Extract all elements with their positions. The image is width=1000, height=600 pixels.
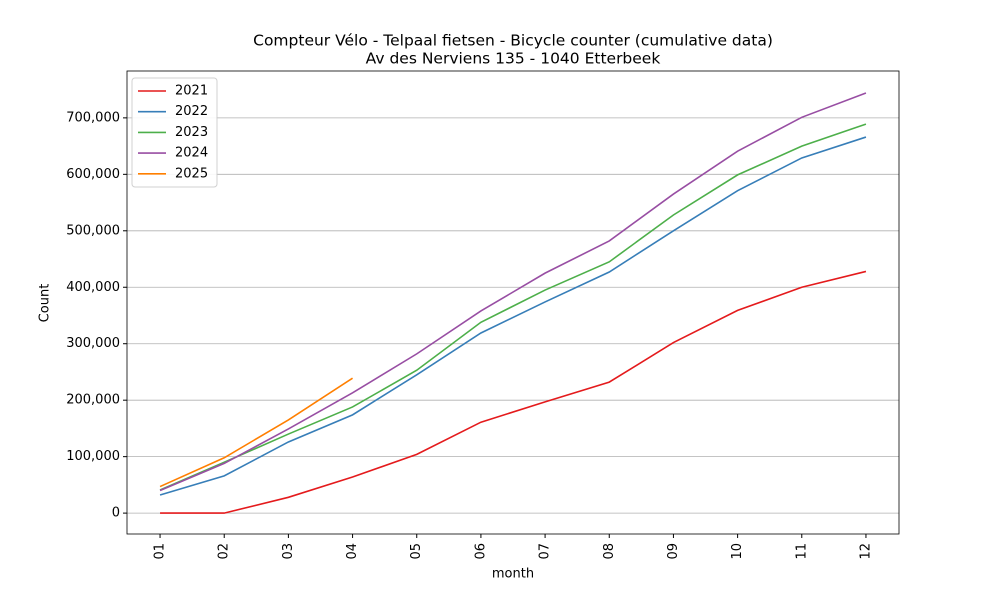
x-tick-label: 08 [602,543,617,560]
chart-title: Compteur Vélo - Telpaal fietsen - Bicycl… [253,32,773,50]
x-tick-label: 01 [153,543,168,560]
chart-subtitle: Av des Nerviens 135 - 1040 Etterbeek [366,50,661,68]
series-line [159,136,867,496]
y-tick-label: 200,000 [66,393,120,408]
x-tick-label: 03 [281,543,296,560]
legend-label: 2022 [175,104,208,119]
x-tick-label: 10 [730,543,745,560]
series-line [159,123,867,491]
y-tick-label: 100,000 [66,449,120,464]
x-tick-label: 02 [217,543,232,560]
y-tick-label: 600,000 [66,167,120,182]
x-tick-label: 09 [666,543,681,560]
x-tick-label: 04 [345,543,360,560]
y-tick-label: 500,000 [66,223,120,238]
y-tick-label: 0 [112,506,120,521]
y-tick-label: 300,000 [66,336,120,351]
x-tick-label: 07 [538,543,553,560]
series-line [159,377,354,488]
legend-box [131,77,218,188]
y-axis-label: Count [38,284,53,323]
legend-label: 2023 [175,125,208,140]
series-line [160,270,867,514]
x-axis-label: month [492,567,534,582]
y-tick-label: 400,000 [66,280,120,295]
x-tick-label: 05 [409,543,424,560]
x-tick-label: 11 [794,543,809,560]
x-tick-label: 12 [858,543,873,560]
legend-label: 2024 [175,146,208,161]
series-line [159,92,867,492]
plot-frame [126,70,900,535]
legend-label: 2025 [175,166,208,181]
legend-label: 2021 [175,84,208,99]
x-tick-label: 06 [473,543,488,560]
y-tick-label: 700,000 [66,110,120,125]
